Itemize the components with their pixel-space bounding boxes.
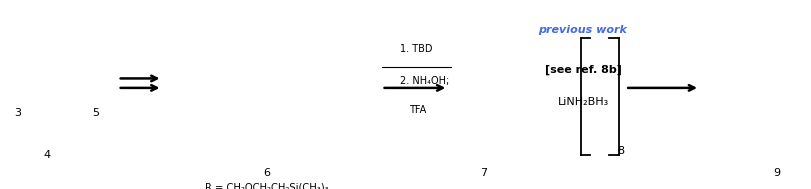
Text: 9: 9 bbox=[773, 168, 779, 178]
Text: TFA: TFA bbox=[409, 105, 426, 115]
Text: [see ref. 8b]: [see ref. 8b] bbox=[544, 65, 620, 75]
Text: 2. NH₄OH;: 2. NH₄OH; bbox=[399, 76, 448, 86]
Text: 6: 6 bbox=[263, 168, 269, 178]
Text: 1. TBD: 1. TBD bbox=[399, 44, 431, 54]
Text: LiNH₂BH₃: LiNH₂BH₃ bbox=[556, 97, 608, 107]
Text: 8: 8 bbox=[617, 146, 624, 156]
Text: 5: 5 bbox=[92, 108, 99, 118]
Text: 3: 3 bbox=[15, 108, 21, 118]
Text: R = CH₂OCH₂CH₂Si(CH₃)₃: R = CH₂OCH₂CH₂Si(CH₃)₃ bbox=[204, 182, 328, 189]
Text: 7: 7 bbox=[480, 168, 487, 178]
Text: previous work: previous work bbox=[538, 25, 627, 35]
Text: 4: 4 bbox=[44, 150, 50, 160]
